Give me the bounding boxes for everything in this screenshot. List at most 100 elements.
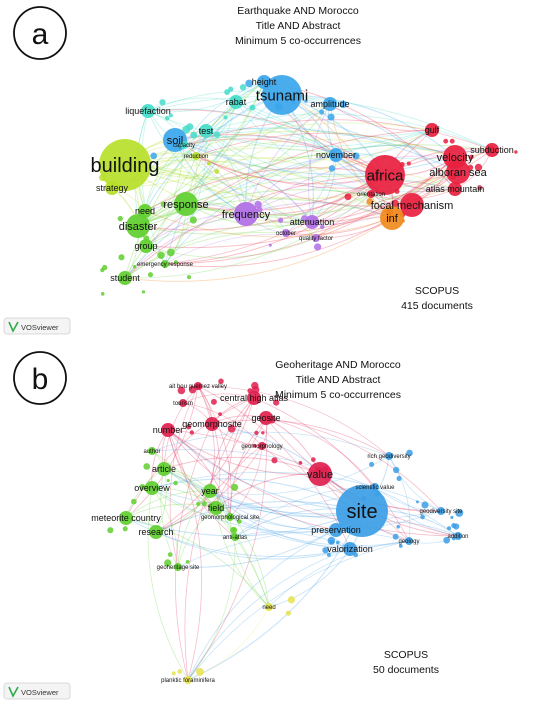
- node-label-building: building: [91, 155, 160, 177]
- network-minor-node: [453, 523, 460, 530]
- network-edge: [265, 417, 442, 512]
- network-minor-node: [232, 527, 236, 532]
- node-test[interactable]: [199, 124, 213, 138]
- network-minor-node: [160, 201, 166, 207]
- node-scientific-value[interactable]: [371, 483, 379, 491]
- node-reduction[interactable]: [192, 152, 200, 160]
- node-emergency-response[interactable]: [161, 260, 169, 268]
- network-edge: [167, 429, 337, 531]
- node-geomorphosite[interactable]: [205, 417, 219, 431]
- panel-a-network: building tsunami africa soil liquefaction tes…: [3, 5, 518, 335]
- node-geoheritage-site[interactable]: [174, 563, 182, 571]
- node-overview[interactable]: [145, 481, 159, 495]
- node-orientation[interactable]: [367, 190, 375, 198]
- network-minor-node: [352, 152, 360, 160]
- network-edge: [311, 156, 456, 223]
- node-response[interactable]: [174, 192, 198, 216]
- node-liquefaction[interactable]: [141, 104, 155, 118]
- node-label-author: author: [143, 449, 160, 455]
- node-quality-factor[interactable]: [312, 234, 320, 242]
- panel-b-vosviewer-badge: VOSviewer: [3, 682, 71, 700]
- node-geology[interactable]: [405, 537, 413, 545]
- network-minor-node: [196, 667, 204, 676]
- network-minor-node: [167, 248, 175, 257]
- node-amplitude[interactable]: [323, 97, 337, 111]
- node-label-liquefaction: liquefaction: [125, 106, 171, 116]
- node-atlas-mountain[interactable]: [448, 182, 462, 196]
- node-need[interactable]: [138, 204, 152, 218]
- network-edge: [185, 103, 331, 205]
- network-edge: [215, 507, 270, 608]
- node-label-orientation: orientation: [357, 192, 385, 198]
- node-focal-mechanism[interactable]: [400, 193, 424, 217]
- node-central-high-atlas[interactable]: [247, 391, 261, 405]
- node-tsunami[interactable]: [262, 75, 302, 115]
- network-edge: [374, 486, 442, 512]
- node-tourism[interactable]: [179, 399, 187, 407]
- node-rabat[interactable]: [229, 95, 243, 109]
- network-edge: [163, 468, 442, 520]
- node-value[interactable]: [308, 462, 332, 486]
- network-minor-node: [132, 264, 137, 269]
- node-site[interactable]: [336, 485, 388, 537]
- node-label-planktic-foraminifera: planktic foraminifera: [161, 678, 215, 684]
- network-edge: [235, 101, 372, 195]
- network-edge: [163, 456, 321, 475]
- node-inf[interactable]: [380, 206, 404, 230]
- node-planktic-foraminifera[interactable]: [184, 676, 192, 684]
- node-preservation[interactable]: [329, 523, 343, 537]
- network-minor-node: [391, 199, 399, 208]
- node-geomorphology[interactable]: [258, 442, 266, 450]
- panel-b-labels: site value central high atlas geosite geomor…: [91, 384, 468, 684]
- network-edge: [141, 110, 166, 265]
- network-minor-node: [421, 501, 429, 509]
- node-research[interactable]: [149, 525, 163, 539]
- node-label-overview: overview: [134, 483, 170, 493]
- node-author[interactable]: [148, 447, 156, 455]
- node-november[interactable]: [329, 148, 343, 162]
- node-label-ait-bou-guemez-valley: ait bou guemez valley: [169, 384, 227, 390]
- node-geomorphological-site[interactable]: [226, 513, 234, 521]
- network-minor-node: [327, 113, 335, 121]
- node-rich-geodiversity[interactable]: [385, 452, 393, 460]
- node-addition[interactable]: [454, 532, 462, 540]
- node-geosite[interactable]: [259, 411, 273, 425]
- node-height[interactable]: [257, 75, 271, 89]
- node-gulf[interactable]: [425, 123, 439, 137]
- node-subduction[interactable]: [485, 143, 499, 157]
- node-geodiversity-site[interactable]: [437, 507, 445, 515]
- network-edge: [174, 139, 456, 175]
- network-edge: [124, 144, 185, 279]
- network-minor-node: [171, 671, 176, 676]
- node-article[interactable]: [157, 462, 171, 476]
- node-group[interactable]: [139, 239, 153, 253]
- network-minor-node: [455, 508, 464, 517]
- network-edge: [124, 231, 287, 279]
- node-africa[interactable]: [365, 155, 405, 195]
- node-strategy[interactable]: [105, 181, 119, 195]
- node-ait-bou-guemez-valley[interactable]: [194, 382, 202, 390]
- network-edge: [164, 154, 337, 265]
- network-minor-node: [214, 169, 220, 174]
- network-edge: [335, 129, 433, 157]
- node-alboran-sea[interactable]: [446, 160, 470, 184]
- node-october[interactable]: [282, 229, 290, 237]
- network-minor-node: [319, 224, 325, 230]
- node-need[interactable]: [265, 603, 273, 611]
- node-anti-atlas[interactable]: [231, 533, 239, 541]
- node-student[interactable]: [118, 271, 132, 285]
- panel-b-vosviewer-frame: [3, 682, 71, 700]
- node-year[interactable]: [203, 484, 217, 498]
- node-capacity[interactable]: [180, 141, 188, 149]
- node-field[interactable]: [209, 501, 223, 515]
- node-number[interactable]: [161, 423, 175, 437]
- node-frequency[interactable]: [234, 202, 258, 226]
- node-attenuation[interactable]: [305, 215, 319, 229]
- node-disaster[interactable]: [126, 214, 150, 238]
- network-minor-node: [245, 79, 253, 88]
- node-building[interactable]: [99, 139, 151, 191]
- network-edge: [163, 468, 270, 608]
- panel-a-letter-circle: [13, 6, 67, 60]
- node-meteorite-country[interactable]: [119, 511, 133, 525]
- node-valorization[interactable]: [343, 542, 357, 556]
